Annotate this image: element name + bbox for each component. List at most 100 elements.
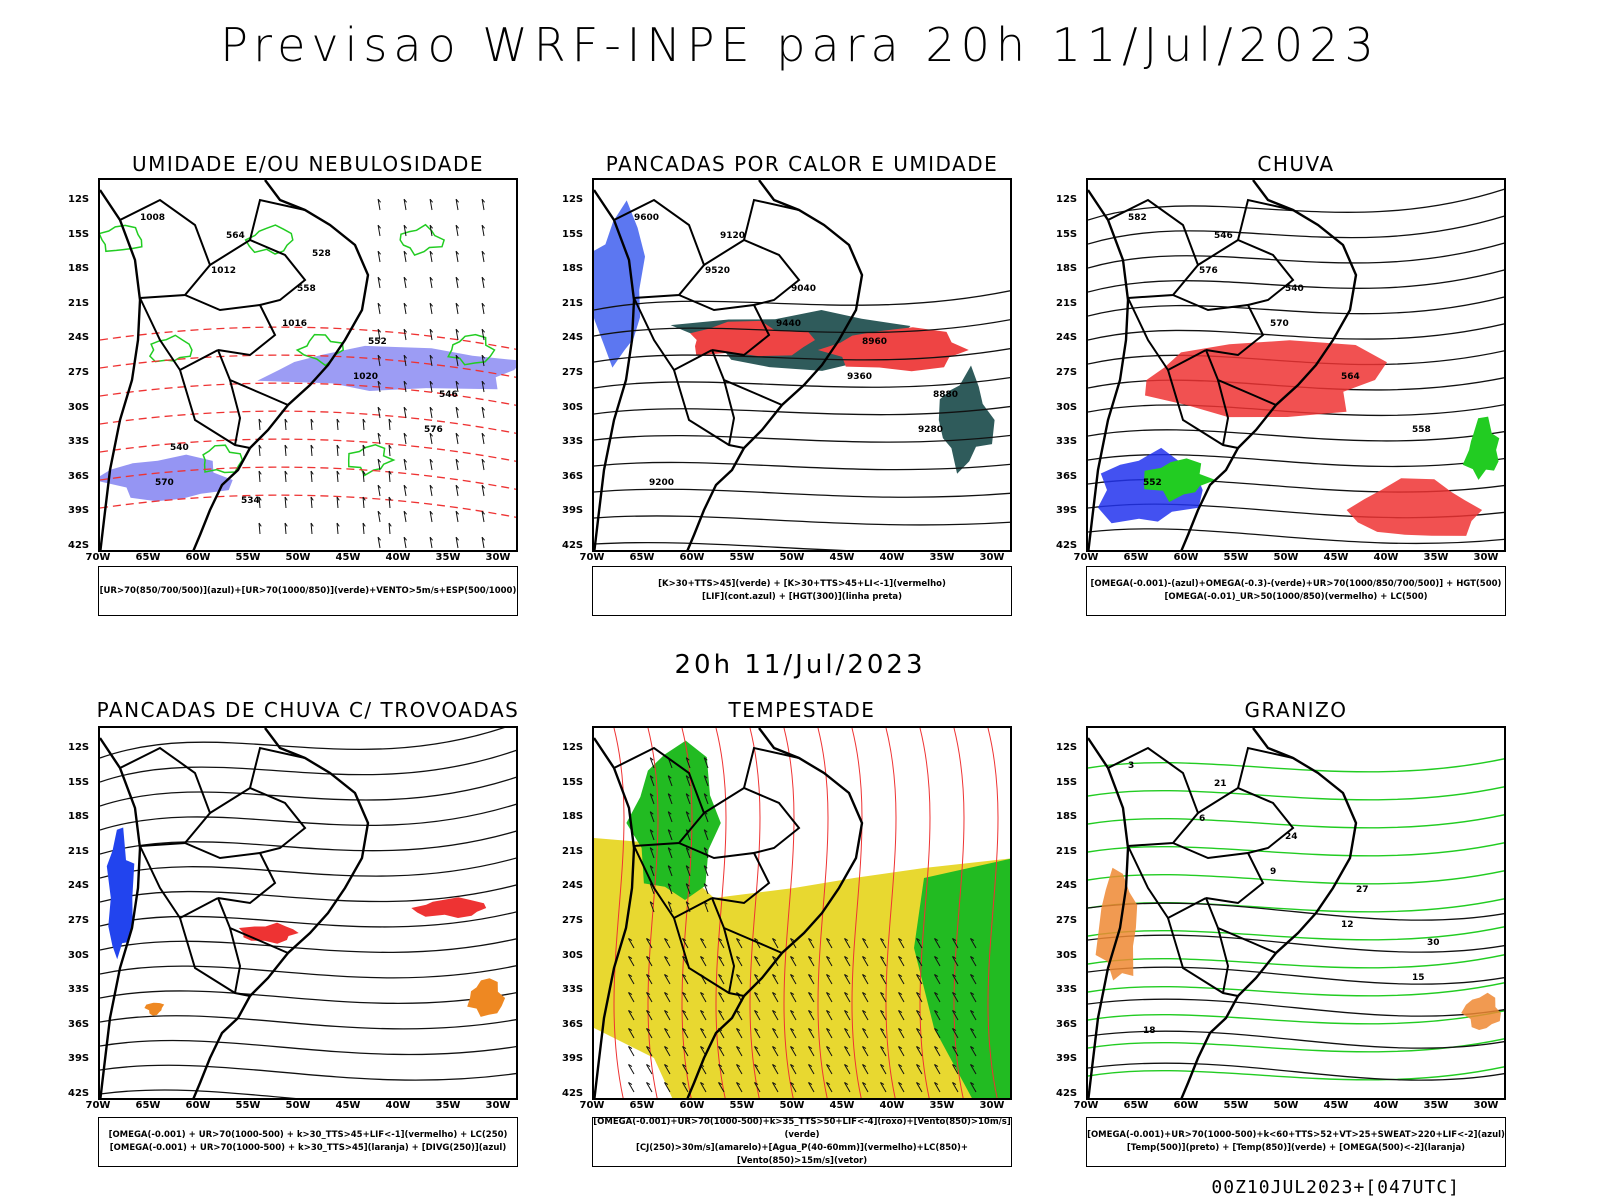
lat-tick-label: 15S [1056, 228, 1078, 240]
low-level-humidity-contour [447, 333, 496, 366]
wind-vector-head [628, 1028, 633, 1031]
wind-vector [481, 433, 485, 445]
wind-vector [970, 1064, 977, 1075]
lat-tick-label: 30S [1056, 401, 1078, 413]
lon-tick-label: 50W [1273, 552, 1299, 563]
wind-vector [736, 1064, 743, 1075]
streamline-line [100, 911, 516, 928]
wind-vector-head [826, 1010, 831, 1013]
wind-vector [429, 251, 433, 263]
lat-tick-label: 42S [562, 540, 584, 551]
wind-vector [772, 1028, 779, 1039]
wind-vector [685, 775, 691, 787]
lat-tick-label: 15S [68, 228, 90, 240]
lat-tick-label: 24S [562, 880, 584, 892]
wind-vector-head [970, 1064, 975, 1067]
wind-vector [284, 496, 287, 509]
wind-vector [880, 956, 887, 967]
wind-vector-head [377, 432, 381, 437]
wind-vector [481, 329, 485, 341]
wind-vector-head [808, 938, 813, 941]
wind-vector-head [429, 224, 433, 229]
wind-vector [377, 485, 381, 497]
lat-tick-label: 39S [68, 1053, 90, 1065]
strong-wind-area [914, 858, 1010, 1098]
height-line [1088, 453, 1504, 468]
wind-vector-head [481, 276, 485, 281]
wind-vector [808, 1082, 815, 1093]
coastline [1180, 728, 1358, 1098]
wind-vector-head [685, 883, 690, 887]
wind-vector-head [664, 1046, 669, 1049]
wind-vector-head [336, 522, 340, 527]
lat-tick-label: 27S [1056, 915, 1078, 926]
temperature-500-contour [1088, 902, 1504, 921]
wind-vector [826, 1046, 833, 1057]
wind-vector [898, 1028, 905, 1039]
wind-vector-head [826, 1064, 831, 1067]
contour-label: 9440 [776, 319, 801, 329]
coastline [594, 189, 636, 550]
lat-tick-label: 42S [68, 540, 90, 551]
contour-label: 534 [241, 496, 260, 506]
wind-vector-head [403, 302, 407, 307]
streamline-850 [613, 728, 625, 1098]
wind-vector-head [862, 1064, 867, 1067]
wind-vector-head [880, 974, 885, 977]
wind-vector [646, 992, 653, 1003]
wind-vector-head [646, 938, 651, 941]
wind-vector [310, 522, 313, 535]
wind-vector [377, 459, 381, 471]
temperature-500-contour [1088, 966, 1504, 985]
temperature-850-contour [1088, 786, 1504, 801]
wind-vector [934, 1046, 941, 1057]
lon-tick-label: 60W [1173, 1100, 1199, 1111]
lon-tick-label: 50W [285, 1100, 311, 1111]
contour-label: 8880 [933, 390, 958, 400]
wind-vector [790, 992, 797, 1003]
lon-tick-label: 65W [1123, 552, 1149, 563]
wind-vector-head [258, 522, 262, 527]
wind-vector [934, 1064, 941, 1075]
wind-vector [336, 444, 339, 457]
wind-vector-head [754, 992, 759, 995]
streamline-850 [919, 728, 931, 1098]
wind-vector-head [455, 302, 459, 307]
height-line [1088, 296, 1504, 317]
wind-vector-head [970, 974, 975, 977]
wind-vector-head [898, 938, 903, 941]
lon-tick-label: 45W [1323, 552, 1349, 563]
wind-vector-head [700, 1082, 705, 1085]
contour-label: 564 [226, 231, 245, 241]
wind-vector-head [685, 901, 690, 905]
rain-area [1346, 478, 1483, 536]
wind-vector-head [772, 938, 777, 941]
wind-vector-head [952, 1082, 957, 1085]
low-level-humidity-contour [202, 444, 244, 474]
lon-tick-label: 45W [335, 552, 361, 563]
wind-vector-head [403, 354, 407, 359]
wind-vector [916, 1082, 923, 1093]
coastline [1088, 737, 1130, 1098]
country-border [249, 746, 306, 789]
wind-vector-head [685, 811, 690, 815]
wind-vector-head [862, 1028, 867, 1031]
wind-vector [952, 1010, 959, 1021]
wind-vector-head [880, 1046, 885, 1049]
country-border [119, 198, 212, 299]
wind-vector-head [934, 956, 939, 959]
lon-tick-label: 65W [629, 1100, 655, 1111]
wind-vector [481, 303, 485, 315]
streamline-850 [851, 728, 863, 1098]
wind-vector-head [649, 793, 654, 797]
lat-tick-label: 18S [68, 811, 90, 823]
temperature-850-contour [1088, 898, 1504, 913]
country-border [1237, 746, 1294, 789]
country-border [613, 746, 706, 847]
wind-vector [970, 956, 977, 967]
map-trovoadas [98, 726, 518, 1100]
wind-vector [377, 199, 381, 211]
lifted-index-area [594, 200, 645, 368]
wind-vector [808, 1046, 815, 1057]
contour-label: 528 [312, 249, 331, 259]
